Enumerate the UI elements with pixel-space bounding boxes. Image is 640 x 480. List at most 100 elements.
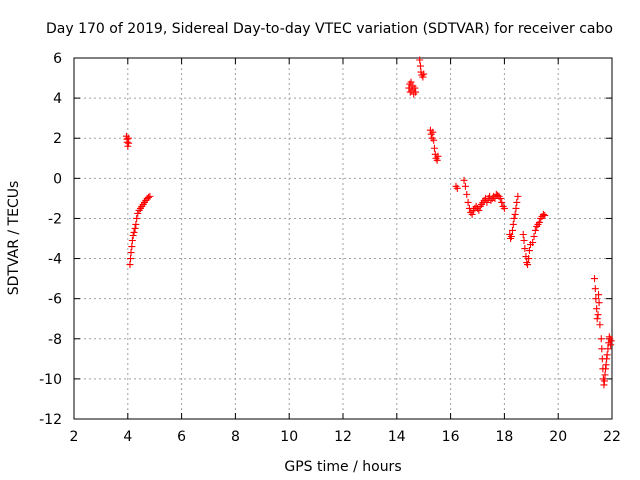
data-point (598, 345, 606, 353)
data-point (595, 299, 603, 307)
data-point (434, 152, 442, 160)
x-tick-label: 16 (442, 429, 460, 445)
y-tick-label: -2 (48, 211, 62, 227)
data-point (530, 232, 538, 240)
data-point (127, 249, 135, 257)
data-point (134, 209, 142, 217)
x-tick-label: 10 (280, 429, 298, 445)
data-point (593, 315, 601, 323)
data-point (592, 295, 600, 303)
data-point (412, 88, 420, 96)
data-point (510, 214, 518, 222)
x-tick-label: 6 (177, 429, 186, 445)
data-point (126, 261, 134, 269)
data-point (525, 255, 533, 263)
data-point (511, 210, 519, 218)
data-point (509, 220, 517, 228)
data-point (521, 245, 529, 253)
data-point (507, 232, 515, 240)
data-point (461, 182, 469, 190)
data-point (595, 291, 603, 299)
data-point (539, 210, 547, 218)
y-tick-label: -4 (48, 252, 62, 268)
data-point (460, 176, 468, 184)
data-point (407, 78, 415, 86)
data-point (420, 70, 428, 78)
data-point (597, 335, 605, 343)
data-point (524, 261, 532, 269)
grid (74, 58, 612, 419)
data-point (591, 285, 599, 293)
data-point (508, 226, 516, 234)
data-point (531, 226, 539, 234)
data-point (520, 237, 528, 245)
data-point (596, 321, 604, 329)
data-point (464, 198, 472, 206)
data-point (601, 371, 609, 379)
x-tick-label: 18 (495, 429, 513, 445)
data-point (411, 84, 419, 92)
data-point (416, 62, 424, 70)
data-point (430, 144, 438, 152)
data-point (146, 192, 154, 200)
data-point (483, 198, 491, 206)
data-point (498, 198, 506, 206)
data-point (463, 190, 471, 198)
y-tick-label: -12 (39, 412, 62, 428)
data-point (500, 204, 508, 212)
x-tick-label: 12 (334, 429, 352, 445)
data-point (125, 139, 133, 147)
x-tick-label: 8 (231, 429, 240, 445)
data-point (131, 224, 139, 232)
y-tick-label: 0 (53, 171, 62, 187)
y-tick-label: -8 (48, 332, 62, 348)
data-point (535, 218, 543, 226)
data-point (128, 243, 136, 251)
data-point (603, 351, 611, 359)
x-tick-label: 20 (549, 429, 567, 445)
data-point (593, 305, 601, 313)
axis-ticks: 2 4 6 8 10 12 14 16 18 20 22 -12 -10 -8 -6 -4 -2 0 2 4 6 (39, 51, 621, 445)
data-point (541, 211, 549, 219)
data-point (145, 193, 153, 201)
x-tick-label: 4 (123, 429, 132, 445)
data-point (602, 361, 610, 369)
data-point (132, 220, 140, 228)
data-point (453, 184, 461, 192)
x-tick-label: 2 (70, 429, 79, 445)
data-point (430, 136, 438, 144)
data-point (126, 255, 134, 263)
data-point (130, 228, 138, 236)
data-point (513, 198, 521, 206)
data-point (607, 337, 615, 345)
data-point (129, 231, 137, 239)
y-tick-label: 4 (53, 91, 62, 107)
data-point (128, 237, 136, 245)
data-point (124, 142, 132, 150)
data-point (475, 206, 483, 214)
data-point (433, 156, 441, 164)
data-point (429, 128, 437, 136)
x-tick-label: 22 (603, 429, 621, 445)
y-tick-label: 6 (53, 51, 62, 67)
data-point (600, 377, 608, 385)
y-axis-label: SDTVAR / TECUs (6, 181, 22, 296)
y-tick-label: -6 (48, 292, 62, 308)
data-point (512, 204, 520, 212)
data-point (594, 311, 602, 319)
data-point (416, 56, 424, 64)
y-tick-label: -10 (39, 372, 62, 388)
data-point (604, 345, 612, 353)
y-tick-label: 2 (53, 131, 62, 147)
data-point (519, 230, 527, 238)
data-point (468, 210, 476, 218)
data-point (514, 192, 522, 200)
data-point (419, 73, 427, 81)
data-points (122, 56, 615, 389)
chart-title: Day 170 of 2019, Sidereal Day-to-day VTE… (46, 21, 613, 37)
data-point (529, 239, 537, 247)
data-point (591, 275, 599, 283)
data-point (496, 194, 504, 202)
x-tick-label: 14 (388, 429, 406, 445)
